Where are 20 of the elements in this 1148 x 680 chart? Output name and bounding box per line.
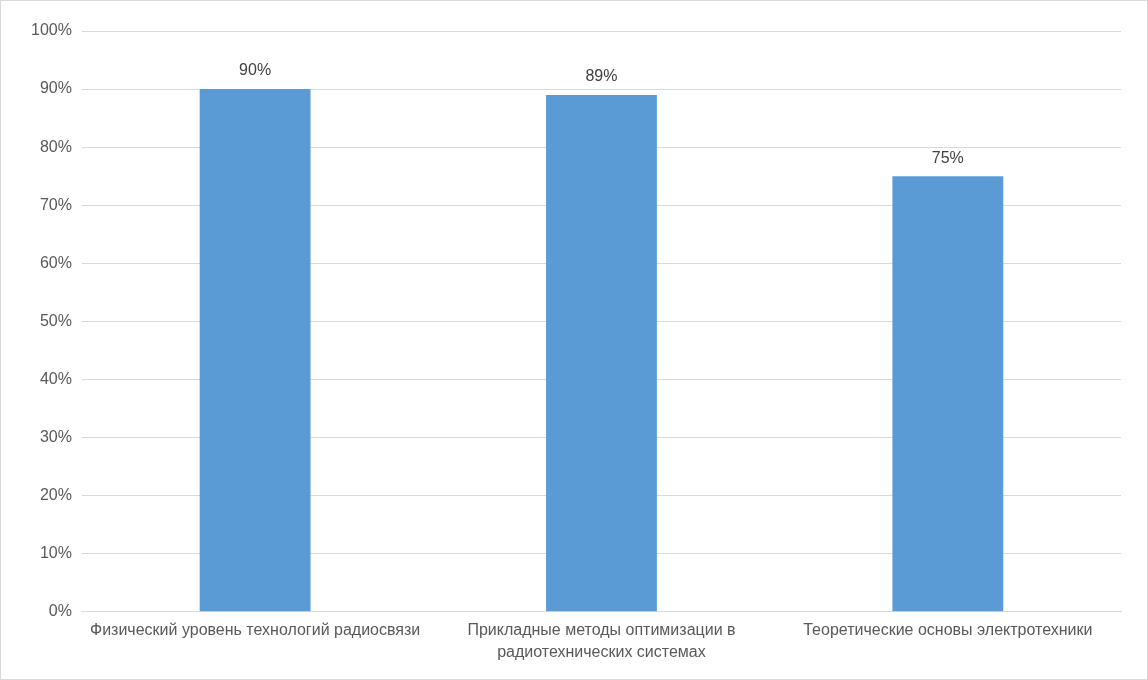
y-tick-label: 40% [39,369,72,387]
y-tick-label: 80% [39,137,72,155]
bar [199,89,311,612]
bar [546,94,657,612]
data-label: 89% [585,67,618,85]
y-tick-label: 70% [39,195,72,213]
data-label: 90% [239,61,272,79]
y-tick-label: 20% [39,486,72,504]
bar [892,176,1004,612]
y-tick-label: 100% [31,21,72,39]
y-tick-label: 0% [48,602,72,620]
y-tick-label: 60% [39,253,72,271]
x-tick-label: Физический уровень технологий радиосвязи [89,621,421,639]
y-tick-label: 90% [39,79,72,97]
x-tick-label: Теоретические основы электротехники [803,621,1093,639]
data-label: 75% [931,148,964,166]
y-tick-label: 50% [39,311,72,329]
y-tick-label: 30% [39,427,72,445]
y-tick-label: 10% [39,544,72,562]
x-tick-label: Прикладные методы оптимизации в радиотехнических системах [467,621,736,660]
